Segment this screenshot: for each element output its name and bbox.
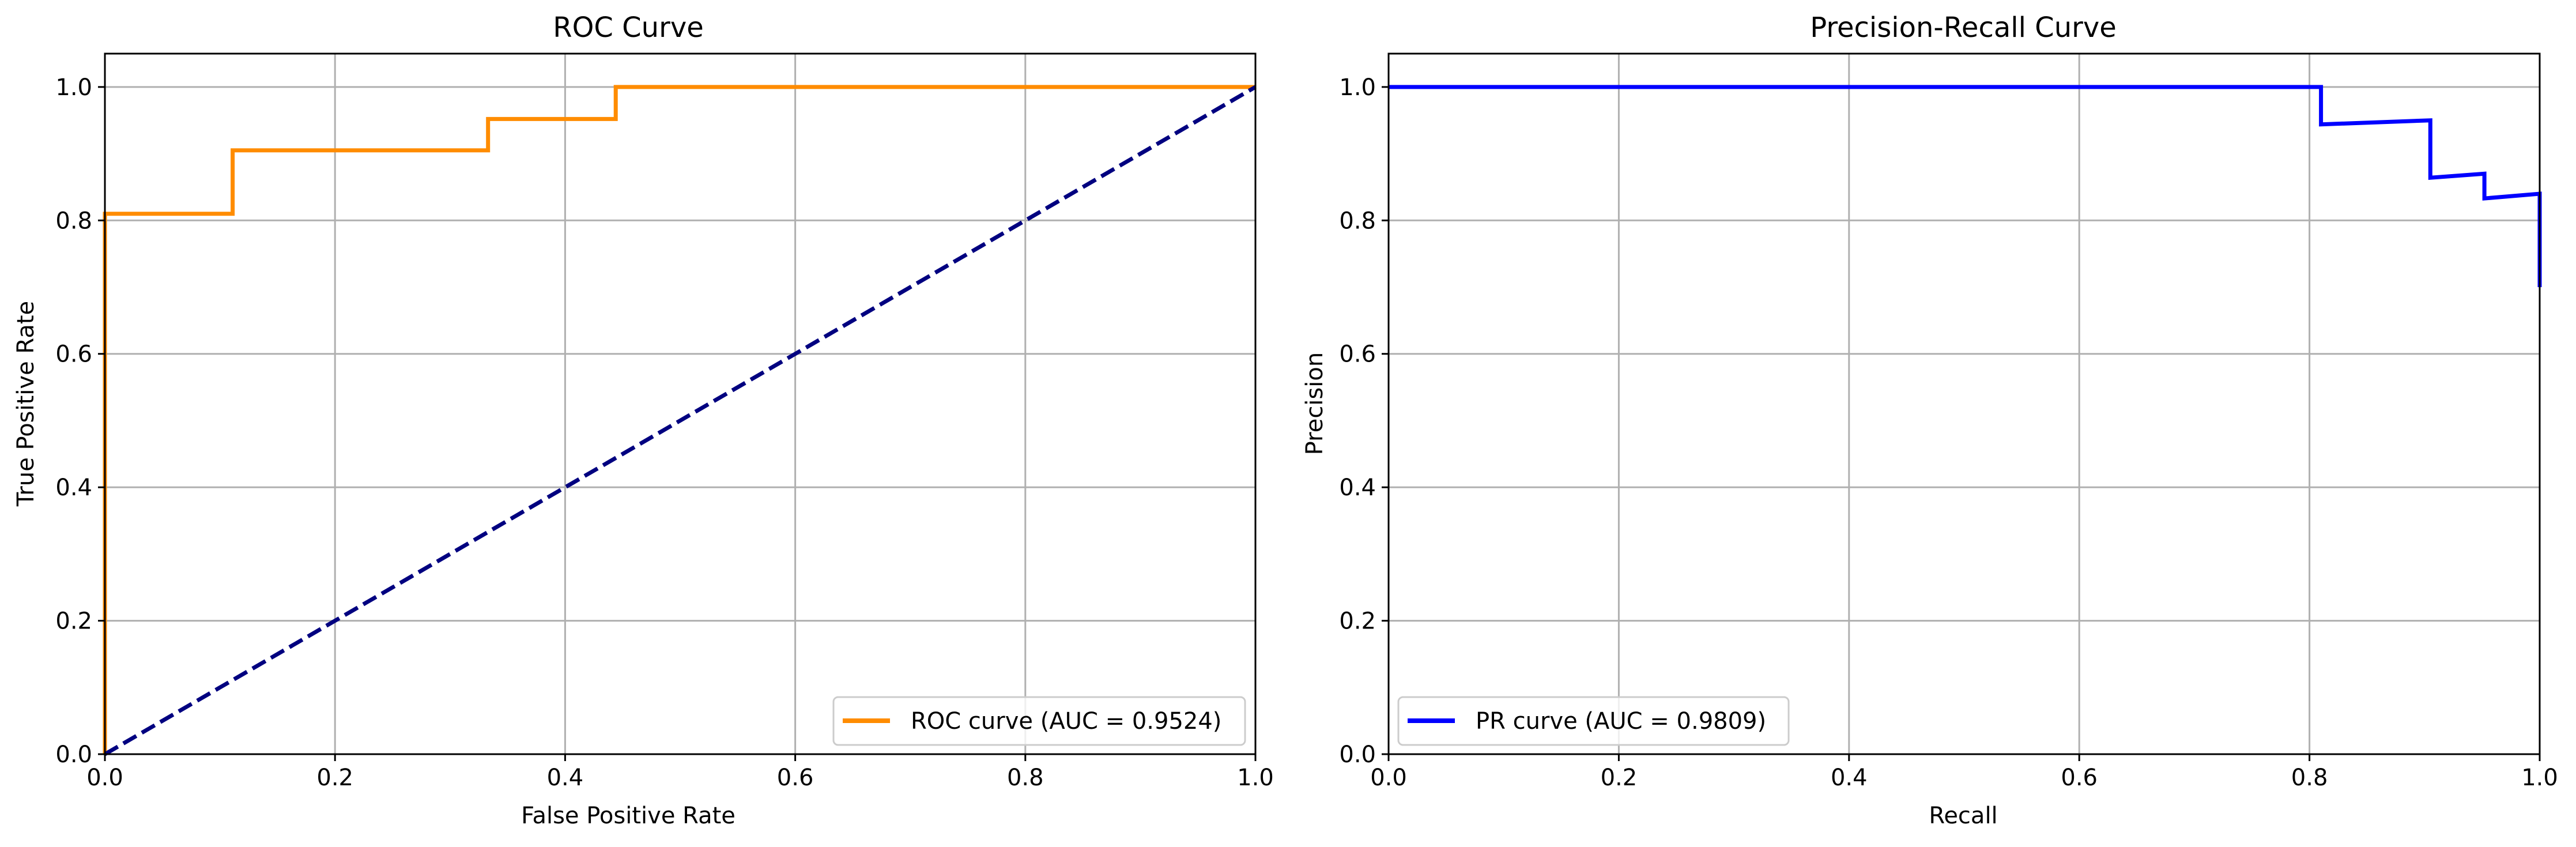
pr-y-tick-label: 0.0 (1339, 741, 1376, 768)
roc-chart-panel: ROC Curve False Positive Rate True Posit… (13, 12, 1274, 829)
roc-grid (104, 54, 1257, 755)
roc-x-axis-label: False Positive Rate (521, 803, 736, 829)
pr-y-tick-label: 0.8 (1339, 208, 1376, 234)
roc-y-tick-label: 0.2 (55, 608, 92, 635)
roc-y-axis-label: True Positive Rate (13, 301, 39, 507)
pr-series (1389, 85, 2542, 287)
pr-x-tick-label: 1.0 (2521, 765, 2558, 791)
roc-ticks: 0.0 0.2 0.4 0.6 0.8 1.0 0.0 0.2 0.4 0.6 0.8 1.0 (55, 74, 1273, 791)
roc-y-tick-label: 0.4 (55, 475, 92, 501)
pr-chart-title: Precision-Recall Curve (1810, 12, 2117, 44)
pr-legend-frame (1397, 696, 1790, 746)
roc-x-tick-label: 0.4 (547, 765, 584, 791)
pr-y-tick-label: 0.6 (1339, 341, 1376, 368)
pr-legend-label: PR curve (AUC = 0.9809) (1476, 708, 1766, 735)
roc-legend-frame (832, 696, 1246, 746)
pr-x-tick-label: 0.4 (1831, 765, 1868, 791)
pr-x-axis-label: Recall (1929, 803, 1997, 829)
pr-curve-line (1389, 85, 2542, 287)
roc-x-tick-label: 0.6 (777, 765, 814, 791)
pr-y-tick-label: 0.4 (1339, 475, 1376, 501)
pr-y-tick-label: 0.2 (1339, 608, 1376, 635)
pr-x-tick-label: 0.0 (1370, 765, 1407, 791)
roc-chart-title: ROC Curve (553, 12, 704, 44)
pr-x-tick-label: 0.2 (1601, 765, 1638, 791)
roc-x-tick-label: 0.0 (86, 765, 123, 791)
roc-y-tick-label: 1.0 (55, 74, 92, 101)
pr-plot-frame (1387, 52, 2541, 755)
pr-ticks: 0.0 0.2 0.4 0.6 0.8 1.0 0.0 0.2 0.4 0.6 0.8 1.0 (1339, 74, 2558, 791)
pr-y-tick-label: 1.0 (1339, 74, 1376, 101)
roc-x-tick-label: 0.8 (1007, 765, 1044, 791)
roc-y-tick-label: 0.0 (55, 741, 92, 768)
pr-x-tick-label: 0.6 (2061, 765, 2098, 791)
roc-y-tick-label: 0.8 (55, 208, 92, 234)
roc-y-tick-label: 0.6 (55, 341, 92, 368)
pr-x-tick-label: 0.8 (2291, 765, 2328, 791)
roc-x-tick-label: 1.0 (1237, 765, 1274, 791)
pr-y-axis-label: Precision (1302, 352, 1328, 455)
roc-x-tick-label: 0.2 (316, 765, 353, 791)
roc-plot-frame (104, 52, 1257, 755)
roc-legend-label: ROC curve (AUC = 0.9524) (911, 708, 1221, 735)
pr-chart-panel: Precision-Recall Curve Recall Precision … (1302, 12, 2558, 829)
roc-legend: ROC curve (AUC = 0.9524) (832, 696, 1246, 746)
pr-legend: PR curve (AUC = 0.9809) (1397, 696, 1790, 746)
roc-chance-diagonal-line (104, 85, 1257, 756)
